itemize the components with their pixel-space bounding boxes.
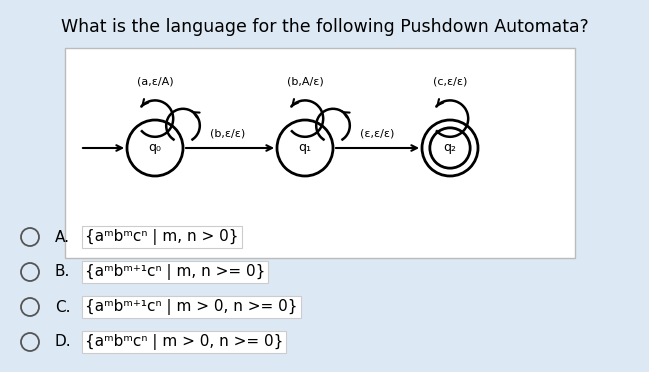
Text: C.: C. bbox=[55, 299, 71, 314]
Text: (c,ε/ε): (c,ε/ε) bbox=[433, 76, 467, 86]
Text: {aᵐbᵐ⁺¹cⁿ | m, n >= 0}: {aᵐbᵐ⁺¹cⁿ | m, n >= 0} bbox=[85, 264, 265, 280]
Text: {aᵐbᵐ⁺¹cⁿ | m > 0, n >= 0}: {aᵐbᵐ⁺¹cⁿ | m > 0, n >= 0} bbox=[85, 299, 297, 315]
Text: q₀: q₀ bbox=[149, 141, 162, 154]
Text: (b,ε/ε): (b,ε/ε) bbox=[210, 129, 245, 139]
Text: A.: A. bbox=[55, 230, 70, 244]
Text: (b,A/ε): (b,A/ε) bbox=[287, 76, 323, 86]
Text: B.: B. bbox=[55, 264, 70, 279]
Text: (a,ε/A): (a,ε/A) bbox=[137, 76, 173, 86]
Text: (ε,ε/ε): (ε,ε/ε) bbox=[360, 129, 394, 139]
Text: D.: D. bbox=[55, 334, 71, 350]
Text: {aᵐbᵐcⁿ | m > 0, n >= 0}: {aᵐbᵐcⁿ | m > 0, n >= 0} bbox=[85, 334, 284, 350]
Text: {aᵐbᵐcⁿ | m, n > 0}: {aᵐbᵐcⁿ | m, n > 0} bbox=[85, 229, 238, 245]
Text: q₁: q₁ bbox=[299, 141, 312, 154]
Text: What is the language for the following Pushdown Automata?: What is the language for the following P… bbox=[60, 18, 589, 36]
Text: q₂: q₂ bbox=[443, 141, 456, 154]
Bar bbox=[65, 48, 575, 258]
